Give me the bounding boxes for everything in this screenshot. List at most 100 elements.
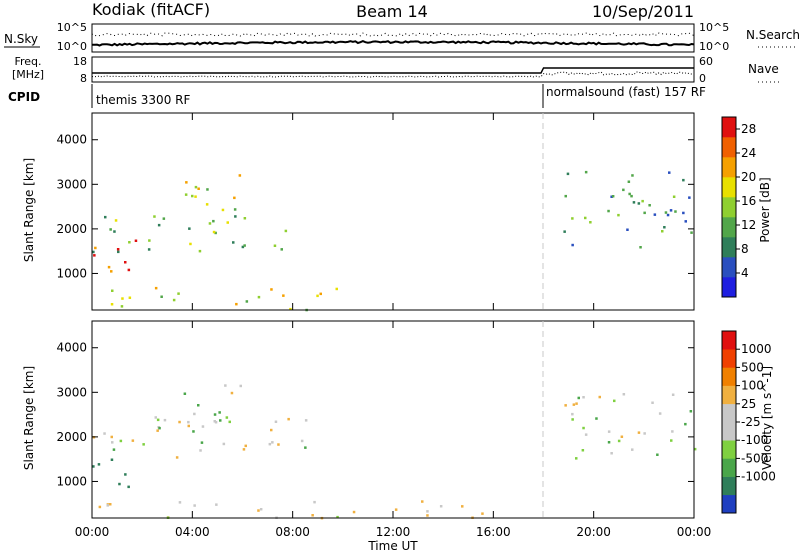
heatmap-cell	[639, 246, 642, 249]
heatmap-cell	[222, 442, 226, 446]
heatmap-cell	[259, 508, 263, 511]
heatmap-cell	[690, 231, 693, 234]
heatmap-cell	[287, 417, 290, 421]
heatmap-cell	[668, 171, 671, 174]
beam-title: Beam 14	[356, 2, 428, 21]
heatmap-cell	[127, 268, 131, 272]
colorbar-swatch	[722, 422, 736, 441]
heatmap-cell	[239, 384, 242, 388]
heatmap-cell	[257, 509, 260, 512]
heatmap-cell	[187, 424, 190, 428]
heatmap-cell	[663, 226, 666, 229]
heatmap-cell	[234, 215, 237, 218]
power-panel-frame	[91, 112, 695, 311]
heatmap-cell	[224, 384, 227, 387]
heatmap-cell	[584, 216, 587, 220]
heatmap-cell	[188, 227, 191, 230]
nsearch-label: N.Search	[746, 28, 800, 42]
freq-label: Freq.	[14, 55, 41, 68]
heatmap-cell	[201, 425, 205, 428]
colorbar-swatch	[722, 458, 736, 477]
heatmap-cell	[97, 463, 101, 466]
heatmap-cell	[189, 242, 192, 246]
heatmap-cell	[643, 211, 646, 215]
heatmap-cell	[104, 215, 107, 219]
heatmap-cell	[626, 228, 629, 231]
freq-tick-high: 18	[73, 55, 87, 68]
heatmap-cell	[671, 430, 674, 433]
heatmap-cell	[637, 431, 641, 434]
heatmap-cell	[94, 246, 97, 250]
noise-tick-right-low: 10^0	[699, 40, 729, 53]
heatmap-cell	[316, 294, 319, 298]
heatmap-cell	[111, 289, 114, 292]
heatmap-cell	[225, 416, 229, 419]
heatmap-cell	[575, 457, 578, 460]
colorbar-tick-label: 24	[741, 146, 756, 160]
y-tick-label: 2000	[56, 430, 87, 444]
heatmap-cell	[674, 210, 677, 213]
heatmap-cell	[206, 188, 209, 191]
heatmap-cell	[213, 413, 217, 416]
heatmap-cell	[658, 412, 662, 415]
power-colorbar: 4 8 12 16 20 24 28	[721, 116, 756, 298]
heatmap-cell	[114, 219, 118, 222]
heatmap-cell	[242, 448, 246, 451]
colorbar-swatch	[722, 331, 736, 350]
colorbar-swatch	[722, 385, 736, 405]
heatmap-cell	[107, 265, 111, 269]
power-x-ticks	[91, 113, 695, 310]
heatmap-cell	[271, 441, 274, 444]
heatmap-cell	[653, 213, 657, 216]
heatmap-cell	[214, 231, 217, 235]
heatmap-cell	[304, 446, 307, 449]
heatmap-cell	[622, 393, 626, 396]
heatmap-cell	[617, 439, 621, 443]
heatmap-cell	[564, 194, 567, 198]
heatmap-cell	[111, 441, 114, 444]
heatmap-cell	[426, 514, 429, 517]
y-tick-label: 4000	[56, 133, 87, 147]
colorbar-tick-label: 25	[741, 397, 756, 411]
freq-panel-frame	[91, 56, 695, 83]
heatmap-cell	[439, 505, 443, 508]
heatmap-cell	[200, 441, 204, 444]
colorbar-tick-label: -25	[741, 415, 761, 429]
heatmap-cell	[191, 194, 194, 198]
heatmap-cell	[184, 193, 188, 196]
freq-trace	[92, 67, 694, 74]
heatmap-cell	[183, 392, 187, 395]
heatmap-cell	[98, 505, 102, 509]
colorbar-swatch	[722, 367, 736, 386]
heatmap-cell	[110, 458, 114, 461]
station-title: Kodiak (fitACF)	[92, 0, 210, 19]
heatmap-cell	[564, 404, 567, 407]
heatmap-cell	[598, 395, 601, 399]
heatmap-cell	[109, 228, 112, 231]
heatmap-cell	[611, 195, 615, 198]
heatmap-cell	[627, 180, 631, 183]
heatmap-cell	[212, 219, 215, 223]
heatmap-cell	[571, 418, 574, 421]
heatmap-cell	[147, 248, 151, 251]
colorbar-tick-label: -100	[741, 433, 768, 447]
heatmap-cell	[109, 503, 112, 506]
heatmap-cell	[268, 442, 272, 446]
y-tick-label: 4000	[56, 341, 87, 355]
colorbar-swatch	[722, 237, 736, 258]
heatmap-cell	[128, 296, 132, 299]
heatmap-cell	[215, 503, 218, 506]
x-tick-label: 00:00	[75, 525, 110, 539]
heatmap-cell	[589, 221, 592, 224]
heatmap-cell	[648, 204, 651, 207]
heatmap-cell	[160, 295, 163, 298]
heatmap-cell	[187, 420, 190, 424]
heatmap-cell	[282, 294, 285, 297]
heatmap-cell	[193, 504, 196, 507]
heatmap-cell	[631, 174, 634, 177]
x-tick-label: 12:00	[376, 525, 411, 539]
heatmap-cell	[571, 243, 574, 247]
heatmap-cell	[124, 473, 127, 476]
heatmap-cell	[394, 508, 398, 511]
heatmap-cell	[628, 192, 631, 196]
